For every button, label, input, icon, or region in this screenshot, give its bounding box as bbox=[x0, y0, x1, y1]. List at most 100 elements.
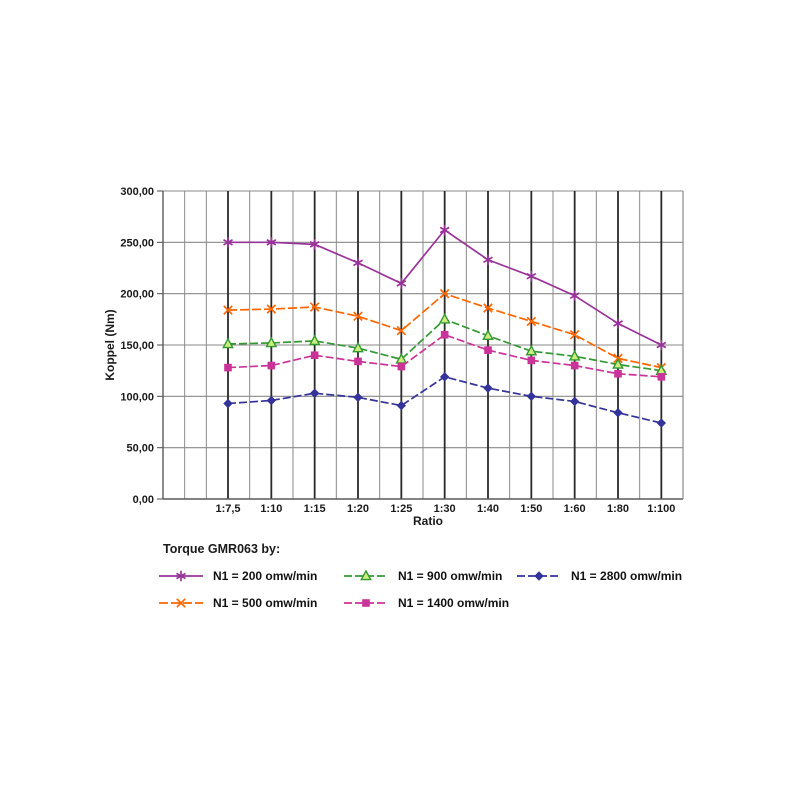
triangle-marker-icon bbox=[525, 344, 538, 356]
square-marker-shape bbox=[310, 351, 319, 360]
x-marker-shape bbox=[396, 325, 407, 336]
square-marker-icon bbox=[527, 356, 536, 365]
square-marker-icon bbox=[354, 357, 362, 366]
x-tick-label: 1:10 bbox=[260, 503, 282, 515]
triangle-marker-shape bbox=[352, 341, 364, 353]
y-tick-label: 50,00 bbox=[126, 443, 154, 455]
diamond-marker-shape bbox=[526, 391, 537, 402]
triangle-marker-icon bbox=[568, 349, 581, 361]
star-marker-icon bbox=[396, 278, 407, 289]
diamond-marker-icon bbox=[526, 391, 537, 402]
diamond-marker-shape bbox=[613, 408, 623, 418]
diamond-marker-icon bbox=[266, 395, 277, 406]
square-marker-shape bbox=[440, 330, 449, 339]
star-marker-shape bbox=[223, 237, 233, 248]
diamond-marker-shape bbox=[569, 396, 580, 407]
x-marker-shape bbox=[569, 329, 580, 340]
x-tick-label: 1:100 bbox=[647, 503, 675, 515]
star-marker-icon bbox=[176, 570, 186, 582]
x-marker-shape bbox=[223, 305, 233, 315]
y-tick-label: 300,00 bbox=[120, 186, 154, 198]
square-marker-shape bbox=[570, 361, 579, 370]
diamond-marker-shape bbox=[266, 395, 277, 406]
x-marker-shape bbox=[439, 288, 450, 299]
triangle-marker-shape bbox=[525, 344, 538, 356]
star-marker-shape bbox=[569, 290, 580, 301]
y-tick-label: 250,00 bbox=[120, 237, 154, 249]
legend-label: N1 = 2800 omw/min bbox=[571, 569, 683, 583]
diamond-marker-icon bbox=[353, 392, 363, 403]
legend-label: N1 = 1400 omw/min bbox=[398, 596, 510, 610]
legend-diamond-icon bbox=[517, 571, 561, 581]
star-marker-shape bbox=[309, 239, 320, 250]
x-tick-label: 1:50 bbox=[520, 503, 542, 515]
star-marker-shape bbox=[396, 278, 407, 289]
x-tick-label: 1:7,5 bbox=[215, 503, 240, 515]
x-tick-label: 1:25 bbox=[390, 503, 412, 515]
diamond-marker-shape bbox=[534, 571, 544, 581]
star-marker-shape bbox=[176, 570, 186, 582]
x-marker-icon bbox=[353, 311, 363, 322]
square-marker-shape bbox=[267, 361, 276, 370]
legend-item-1200-omw-min: N1 = 200 omw/min bbox=[158, 568, 317, 584]
square-marker-icon bbox=[397, 362, 406, 371]
x-tick-label: 1:30 bbox=[434, 503, 456, 515]
diamond-marker-icon bbox=[483, 383, 493, 393]
x-marker-icon bbox=[483, 303, 493, 313]
square-marker-shape bbox=[397, 362, 406, 371]
x-marker-shape bbox=[483, 303, 493, 313]
diamond-marker-icon bbox=[309, 388, 320, 398]
series-11400-omw-min bbox=[224, 330, 666, 381]
x-marker-icon bbox=[176, 598, 186, 608]
x-marker-icon bbox=[309, 302, 320, 312]
triangle-marker-shape bbox=[360, 569, 372, 581]
legend-item-12800-omw-min: N1 = 2800 omw/min bbox=[516, 568, 682, 584]
triangle-marker-shape bbox=[612, 358, 624, 369]
x-marker-shape bbox=[176, 598, 186, 608]
star-marker-shape bbox=[353, 257, 363, 269]
legend-item-1500-omw-min: N1 = 500 omw/min bbox=[158, 595, 317, 611]
x-tick-label: 1:40 bbox=[477, 503, 499, 515]
series-1900-omw-min bbox=[222, 312, 668, 375]
square-marker-shape bbox=[527, 356, 536, 365]
y-tick-label: 150,00 bbox=[120, 340, 154, 352]
legend-star-icon bbox=[159, 570, 203, 582]
series-line bbox=[227, 333, 662, 378]
legend-item-11400-omw-min: N1 = 1400 omw/min bbox=[343, 595, 509, 611]
diamond-marker-shape bbox=[396, 400, 407, 411]
triangle-marker-icon bbox=[308, 334, 321, 346]
triangle-marker-icon bbox=[612, 358, 624, 369]
diamond-marker-icon bbox=[656, 418, 667, 428]
triangle-marker-icon bbox=[482, 329, 494, 341]
star-marker-icon bbox=[353, 257, 363, 269]
star-marker-shape bbox=[526, 271, 537, 282]
square-marker-icon bbox=[267, 361, 276, 370]
triangle-marker-shape bbox=[222, 337, 234, 349]
star-marker-shape bbox=[613, 318, 623, 329]
triangle-marker-shape bbox=[482, 329, 494, 341]
x-marker-icon bbox=[569, 329, 580, 340]
star-marker-icon bbox=[656, 339, 667, 351]
triangle-marker-icon bbox=[438, 312, 451, 324]
square-marker-shape bbox=[484, 346, 492, 354]
legend-label: N1 = 900 omw/min bbox=[398, 569, 503, 583]
diamond-marker-icon bbox=[569, 396, 580, 407]
legend-x-icon bbox=[159, 598, 203, 608]
star-marker-icon bbox=[483, 254, 493, 265]
y-tick-label: 0,00 bbox=[133, 494, 154, 506]
square-marker-icon bbox=[570, 361, 579, 370]
square-marker-shape bbox=[362, 599, 370, 607]
square-marker-shape bbox=[614, 369, 622, 378]
diamond-marker-shape bbox=[439, 372, 450, 382]
triangle-marker-shape bbox=[568, 349, 581, 361]
legend-item-1900-omw-min: N1 = 900 omw/min bbox=[343, 568, 502, 584]
star-marker-shape bbox=[439, 224, 450, 236]
diamond-marker-icon bbox=[534, 571, 544, 581]
square-marker-icon bbox=[310, 351, 319, 360]
star-marker-icon bbox=[569, 290, 580, 301]
diamond-marker-shape bbox=[223, 398, 233, 409]
star-marker-icon bbox=[439, 224, 450, 236]
x-tick-label: 1:20 bbox=[347, 503, 369, 515]
x-marker-icon bbox=[266, 304, 277, 314]
